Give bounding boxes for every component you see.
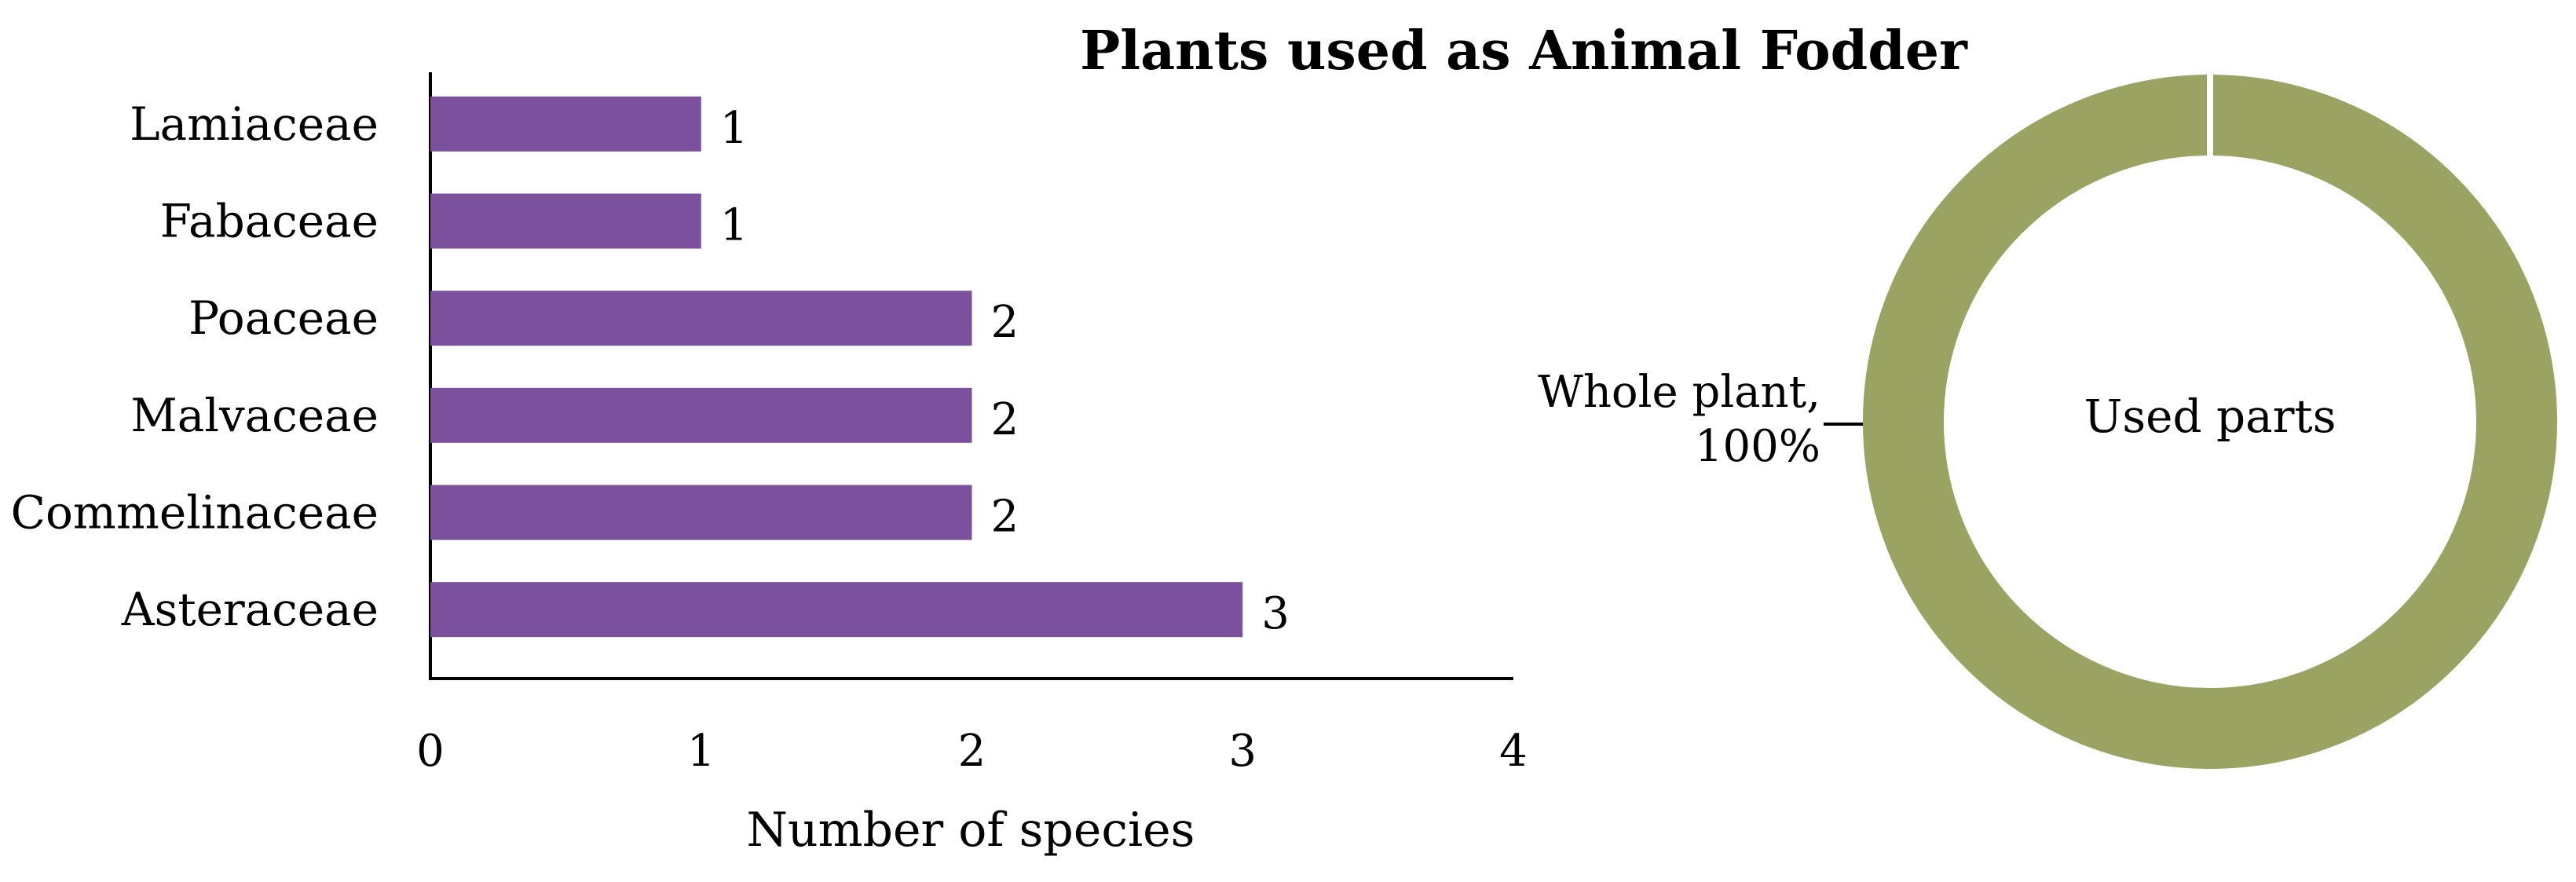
data-label: 2	[991, 297, 1019, 348]
category-label: Lamiaceae	[130, 97, 379, 151]
x-tick-label: 4	[1499, 726, 1528, 777]
slice-label-line1: Whole plant,	[1538, 367, 1820, 418]
x-axis-title: Number of species	[747, 803, 1195, 858]
x-tick-label: 3	[1228, 726, 1257, 777]
slice-label-line2: 100%	[1695, 421, 1820, 472]
category-label: Asteraceae	[121, 583, 379, 636]
x-tick-label: 2	[958, 726, 986, 777]
data-label: 2	[991, 394, 1019, 445]
bar-malvaceae	[430, 387, 972, 443]
bar-fabaceae	[430, 193, 701, 249]
data-label: 1	[720, 103, 748, 154]
bar-commelinaceae	[430, 485, 972, 540]
category-label: Fabaceae	[160, 195, 379, 248]
x-tick-label: 1	[687, 726, 715, 777]
data-label: 2	[991, 492, 1019, 543]
bar-poaceae	[430, 291, 972, 346]
data-label: 1	[720, 200, 748, 251]
category-label: Malvaceae	[130, 389, 379, 442]
bar-lamiaceae	[430, 96, 701, 152]
chart-title: Plants used as Animal Fodder	[1080, 20, 1968, 82]
donut-chart	[1824, 73, 2557, 769]
x-tick-label: 0	[416, 726, 445, 777]
data-label: 3	[1261, 588, 1290, 639]
bar-chart: Lamiaceae 1 Fabaceae 1 Poaceae 2 Malvaceae 2 Com…	[11, 72, 1528, 777]
donut-center-label: Used parts	[2084, 390, 2336, 443]
category-label: Commelinaceae	[11, 486, 379, 540]
category-label: Poaceae	[188, 291, 379, 345]
bar-asteraceae	[430, 582, 1243, 638]
